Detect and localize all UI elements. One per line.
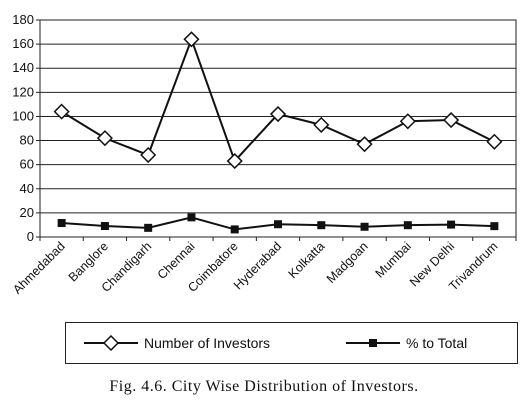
point-marker-diamond [53, 103, 70, 120]
x-tick-label: Hyderabad [231, 239, 284, 292]
y-tick-label: 160 [12, 36, 34, 51]
figure-caption: Fig. 4.6. City Wise Distribution of Inve… [109, 378, 419, 395]
x-tick-label: Banglore [66, 239, 111, 284]
point-marker-square [57, 219, 66, 228]
y-tick-label: 60 [20, 157, 34, 172]
point-marker-square [490, 222, 499, 231]
series-group [53, 31, 503, 234]
legend-swatch-square [346, 339, 400, 347]
legend-item-percent: % to Total [346, 323, 467, 363]
line-chart: 0 20 40 60 80 100 120 140 160 180 AhmedabadBanglo… [10, 12, 517, 297]
point-marker-diamond [96, 130, 113, 147]
point-marker-square [403, 221, 412, 230]
y-tick-label: 40 [20, 181, 34, 196]
point-marker-diamond [443, 112, 460, 129]
point-marker-square [447, 220, 456, 229]
legend-label-percent: % to Total [406, 335, 468, 351]
y-tick-label: 80 [20, 133, 34, 148]
x-tick-label: Mumbai [373, 239, 414, 280]
y-tick-label: 120 [12, 84, 34, 99]
legend-swatch-diamond [84, 335, 138, 351]
y-tick-label: 140 [12, 60, 34, 75]
point-marker-square [230, 225, 239, 234]
y-tick-label: 180 [12, 12, 34, 27]
x-tick-label: Chennai [155, 239, 198, 282]
point-marker-square [360, 222, 369, 231]
point-marker-diamond [226, 152, 243, 170]
point-marker-diamond [399, 113, 416, 130]
point-marker-square [187, 213, 196, 222]
point-marker-diamond [356, 136, 373, 153]
point-marker-square [317, 221, 326, 230]
x-tick-label: Kolkatta [286, 239, 328, 281]
x-tick-label: Madgoan [324, 239, 371, 286]
point-marker-square [100, 222, 109, 231]
y-axis: 0 20 40 60 80 100 120 140 160 180 [12, 12, 40, 244]
point-marker-diamond [486, 133, 503, 150]
series-line-0 [61, 36, 495, 163]
gridlines [39, 19, 517, 238]
y-tick-label: 100 [12, 108, 34, 123]
y-tick-label: 20 [20, 205, 34, 220]
point-marker-diamond [140, 146, 157, 164]
point-marker-diamond [313, 116, 330, 133]
point-marker-square [144, 223, 153, 232]
x-tick-label: Ahmedabad [10, 239, 68, 297]
point-marker-diamond [269, 105, 287, 123]
legend-item-investors: Number of Investors [84, 323, 270, 363]
plot-area [39, 19, 517, 238]
legend: Number of Investors % to Total [65, 322, 518, 364]
point-marker-square [274, 220, 282, 229]
legend-label-investors: Number of Investors [144, 335, 271, 351]
point-marker-diamond [183, 31, 200, 48]
y-tick-label: 0 [27, 229, 34, 244]
